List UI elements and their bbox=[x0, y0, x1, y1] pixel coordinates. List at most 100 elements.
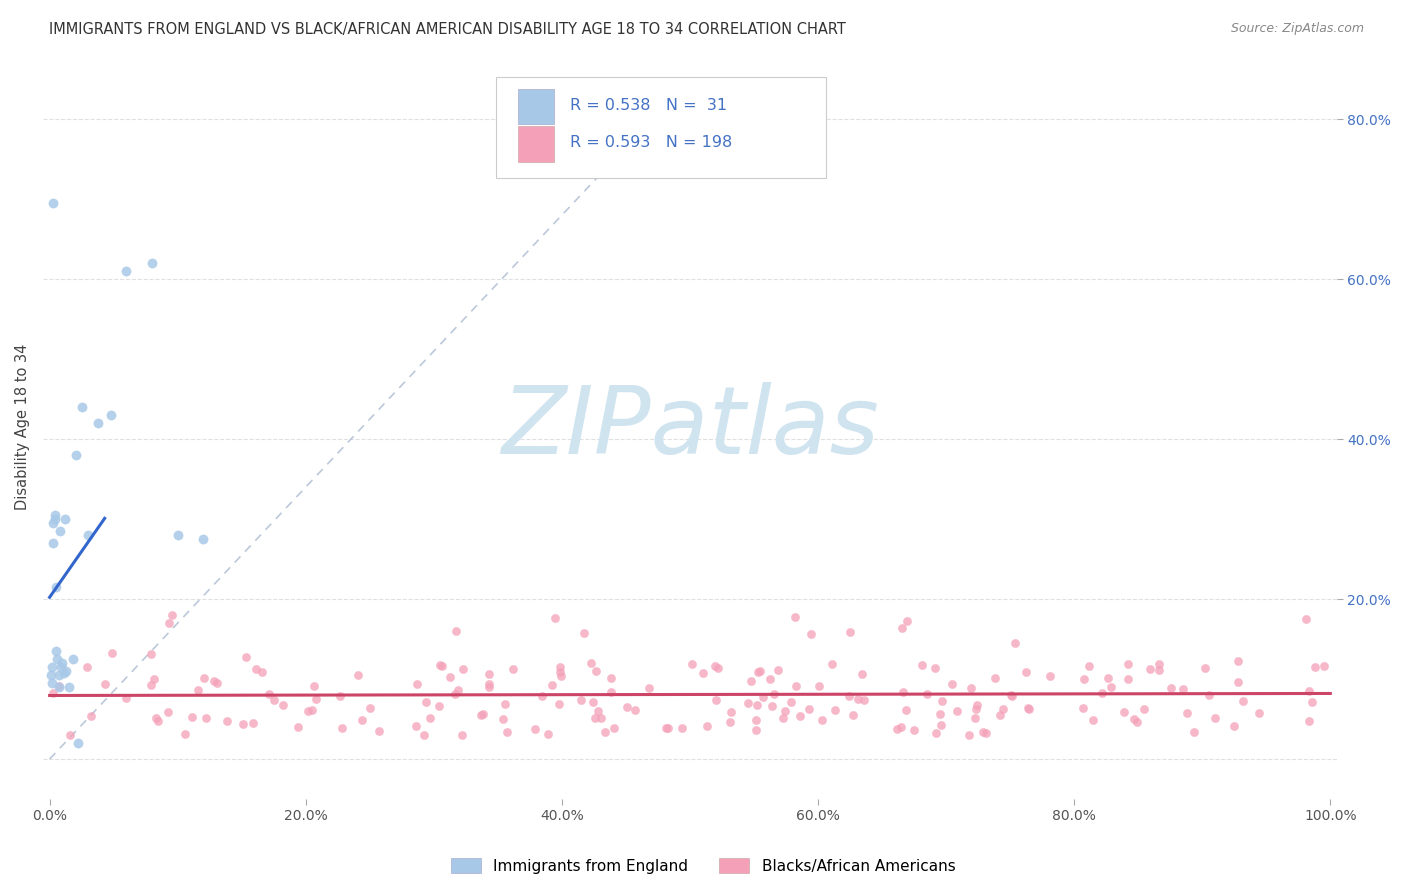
Point bbox=[115, 264, 138, 278]
Point bbox=[44, 512, 66, 526]
Point bbox=[347, 668, 370, 682]
Point bbox=[444, 624, 467, 639]
Point bbox=[747, 665, 769, 679]
Point bbox=[42, 686, 65, 700]
Point bbox=[41, 676, 63, 690]
Point bbox=[263, 693, 285, 707]
Point bbox=[924, 661, 946, 675]
Point bbox=[257, 687, 280, 701]
Point bbox=[1313, 659, 1336, 673]
Point bbox=[838, 625, 860, 640]
Point bbox=[720, 705, 742, 719]
FancyBboxPatch shape bbox=[496, 78, 825, 178]
FancyBboxPatch shape bbox=[517, 88, 554, 124]
Point bbox=[174, 727, 197, 741]
Point bbox=[960, 681, 983, 695]
Point bbox=[413, 728, 436, 742]
Point bbox=[232, 717, 254, 731]
Point bbox=[1247, 706, 1270, 721]
Point bbox=[141, 647, 163, 661]
Point bbox=[789, 709, 811, 723]
Point bbox=[894, 703, 917, 717]
Point bbox=[1139, 662, 1161, 676]
Point bbox=[58, 680, 80, 694]
Point bbox=[624, 703, 647, 717]
Point bbox=[550, 669, 572, 683]
Point bbox=[548, 698, 571, 712]
Point bbox=[821, 657, 844, 671]
Point bbox=[41, 660, 63, 674]
Point bbox=[39, 668, 62, 682]
Point bbox=[1097, 671, 1119, 685]
Point bbox=[896, 614, 918, 628]
Point bbox=[42, 516, 65, 530]
Point bbox=[70, 400, 93, 414]
Point bbox=[45, 580, 67, 594]
Point bbox=[1295, 612, 1317, 626]
Point bbox=[763, 688, 786, 702]
Legend: Immigrants from England, Blacks/African Americans: Immigrants from England, Blacks/African … bbox=[444, 852, 962, 880]
FancyBboxPatch shape bbox=[517, 126, 554, 161]
Point bbox=[46, 652, 69, 666]
Point bbox=[195, 711, 218, 725]
Point bbox=[430, 659, 453, 673]
Point bbox=[931, 717, 953, 731]
Point bbox=[287, 721, 309, 735]
Point bbox=[1147, 657, 1170, 671]
Point bbox=[193, 671, 215, 685]
Point bbox=[1118, 657, 1140, 671]
Point bbox=[929, 706, 952, 721]
Point bbox=[1083, 713, 1105, 727]
Point bbox=[550, 660, 572, 674]
Point bbox=[1226, 654, 1249, 668]
Point bbox=[842, 707, 865, 722]
Point bbox=[537, 727, 560, 741]
Point bbox=[824, 703, 846, 717]
Point bbox=[45, 644, 67, 658]
Point bbox=[53, 512, 76, 526]
Point bbox=[44, 508, 66, 522]
Point bbox=[1198, 688, 1220, 702]
Point bbox=[718, 714, 741, 729]
Point bbox=[548, 665, 571, 680]
Point bbox=[853, 692, 876, 706]
Point bbox=[427, 698, 450, 713]
Point bbox=[1078, 659, 1101, 673]
Point bbox=[405, 677, 427, 691]
Point bbox=[470, 708, 492, 723]
Point bbox=[531, 689, 554, 703]
Point bbox=[1114, 705, 1136, 719]
Point bbox=[941, 677, 963, 691]
Point bbox=[207, 676, 229, 690]
Point bbox=[946, 704, 969, 718]
Point bbox=[586, 704, 609, 718]
Point bbox=[965, 702, 987, 716]
Point bbox=[890, 621, 912, 635]
Point bbox=[55, 664, 77, 678]
Point bbox=[616, 700, 638, 714]
Point bbox=[141, 256, 163, 270]
Point bbox=[48, 679, 70, 693]
Point bbox=[745, 714, 768, 728]
Point bbox=[963, 711, 986, 725]
Point bbox=[429, 658, 451, 673]
Point bbox=[1071, 701, 1094, 715]
Point bbox=[582, 695, 605, 709]
Point bbox=[66, 736, 89, 750]
Point bbox=[405, 719, 427, 733]
Point bbox=[496, 724, 519, 739]
Point bbox=[540, 678, 562, 692]
Point bbox=[166, 528, 188, 542]
Point bbox=[846, 692, 869, 706]
Point bbox=[1226, 674, 1249, 689]
Point bbox=[751, 690, 773, 704]
Point bbox=[1122, 712, 1144, 726]
Point bbox=[94, 677, 117, 691]
Point bbox=[139, 678, 162, 692]
Point bbox=[838, 690, 860, 704]
Point bbox=[523, 722, 546, 736]
Text: ZIPatlas: ZIPatlas bbox=[501, 382, 879, 473]
Point bbox=[187, 683, 209, 698]
Point bbox=[273, 698, 295, 713]
Point bbox=[502, 662, 524, 676]
